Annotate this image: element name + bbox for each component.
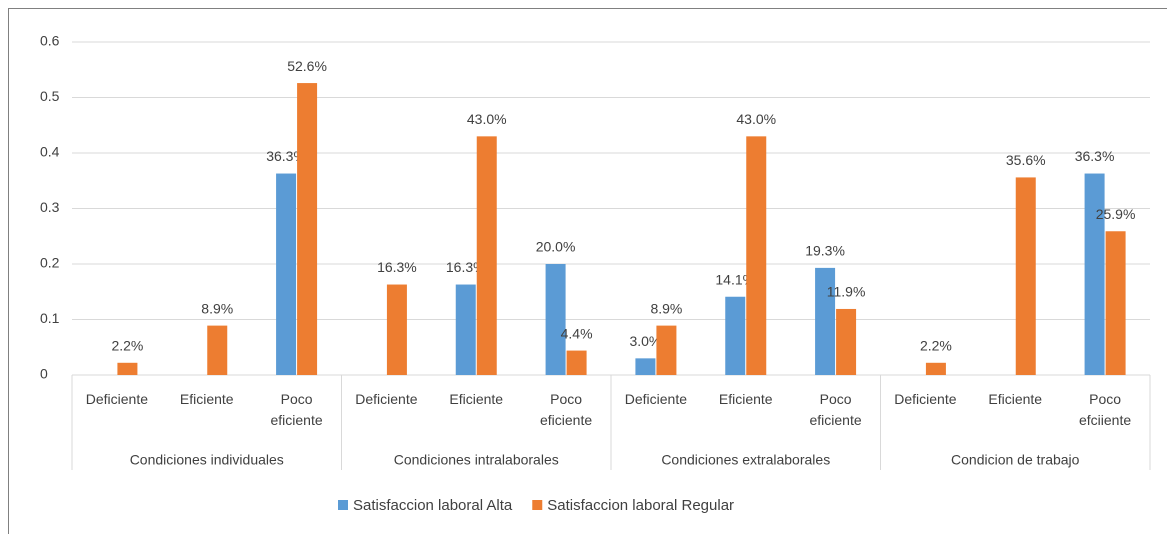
bar <box>386 284 407 375</box>
group-label: Condiciones intralaborales <box>394 452 559 468</box>
legend-swatch <box>532 500 543 510</box>
bar <box>207 325 228 375</box>
bar <box>566 350 587 375</box>
data-label: 4.4% <box>561 325 593 341</box>
bar <box>725 296 746 375</box>
y-tick-label: 0.4 <box>40 144 60 160</box>
data-label: 36.3% <box>1075 148 1115 164</box>
data-label: 35.6% <box>1006 152 1046 168</box>
bar <box>276 173 297 375</box>
data-label: 8.9% <box>650 300 682 316</box>
data-label: 16.3% <box>377 259 417 275</box>
bar <box>455 284 476 375</box>
y-tick-label: 0.2 <box>40 255 60 271</box>
data-label: 43.0% <box>467 111 507 127</box>
bar <box>476 136 497 375</box>
data-label: 8.9% <box>201 300 233 316</box>
group-label: Condiciones extralaborales <box>661 452 830 468</box>
legend-swatch <box>338 500 348 510</box>
data-label: 14.1% <box>715 271 755 287</box>
bar <box>1084 173 1105 375</box>
bar <box>297 83 318 375</box>
legend-label: Satisfaccion laboral Regular <box>547 497 734 514</box>
data-label: 52.6% <box>287 58 327 74</box>
data-label: 19.3% <box>805 243 845 259</box>
bar <box>545 264 566 375</box>
x-tick-label: Eficiente <box>179 391 234 407</box>
legend-label: Satisfaccion laboral Alta <box>353 497 513 514</box>
x-tick-label: Poco eficiente <box>270 391 323 428</box>
x-tick-label: Deficiente <box>355 391 418 407</box>
x-tick-label: Poco eficiente <box>809 391 862 428</box>
x-tick-label: Deficiente <box>85 391 149 407</box>
x-tick-label: Eficiente <box>988 391 1043 407</box>
data-label: 36.3% <box>266 148 306 164</box>
data-label: 2.2% <box>920 337 952 353</box>
bar <box>925 362 946 375</box>
bar <box>746 136 767 375</box>
bar <box>1105 231 1126 375</box>
bar <box>836 308 857 375</box>
x-tick-label: Eficiente <box>449 391 504 407</box>
data-label: 43.0% <box>736 111 776 127</box>
data-label: 16.3% <box>446 259 486 275</box>
bar <box>635 358 656 375</box>
bar <box>815 267 836 375</box>
y-tick-label: 0.3 <box>40 199 60 215</box>
x-tick-label: Poco eficiente <box>540 391 593 428</box>
group-label: Condicion de trabajo <box>951 452 1080 468</box>
data-label: 20.0% <box>536 239 576 255</box>
y-tick-label: 0.5 <box>40 88 60 104</box>
data-label: 11.9% <box>827 284 866 300</box>
x-tick-label: Poco efciiente <box>1079 391 1132 428</box>
group-label: Condiciones individuales <box>130 452 284 468</box>
chart-frame <box>8 8 1167 534</box>
x-tick-label: Deficiente <box>624 391 688 407</box>
data-label: 25.9% <box>1096 206 1136 222</box>
y-tick-label: 0.1 <box>40 310 60 326</box>
bar <box>656 325 677 375</box>
data-label: 3.0% <box>629 333 661 349</box>
y-tick-label: 0.6 <box>40 33 60 49</box>
bar <box>117 362 138 375</box>
x-tick-label: Deficiente <box>894 391 957 407</box>
data-label: 2.2% <box>111 337 143 353</box>
y-tick-label: 0 <box>40 366 48 382</box>
x-tick-label: Eficiente <box>718 391 773 407</box>
bar <box>1015 177 1036 375</box>
